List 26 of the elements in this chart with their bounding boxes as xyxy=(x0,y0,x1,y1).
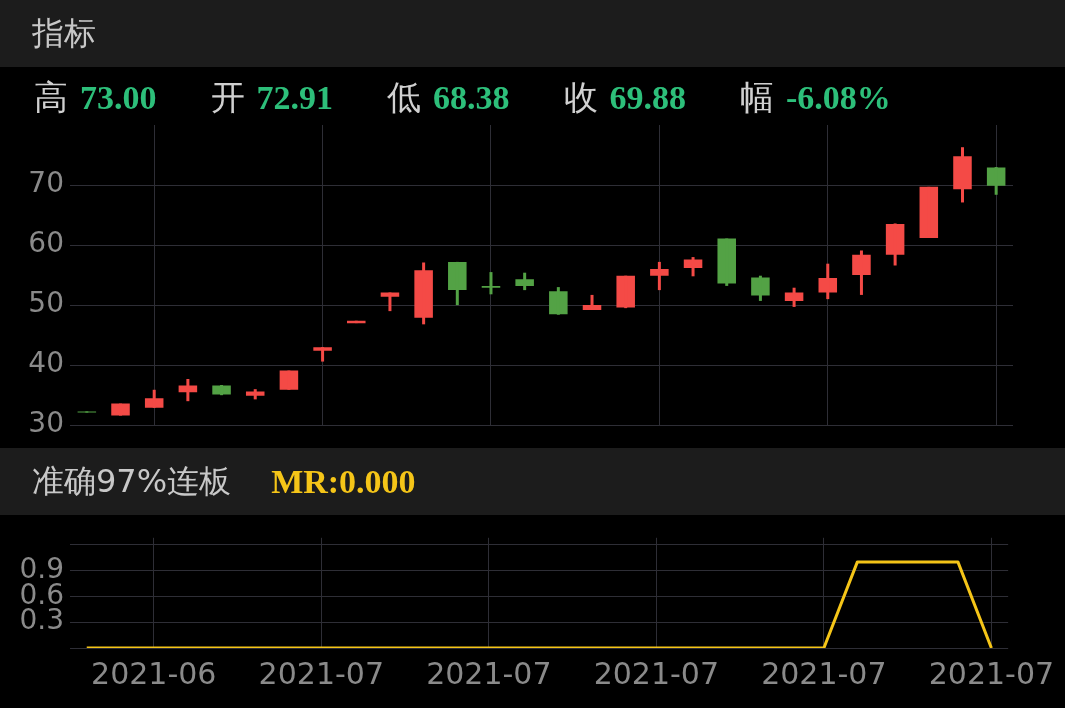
x-tick-label: 2021-07 xyxy=(593,655,720,691)
x-tick-label: 2021-06 xyxy=(91,655,217,691)
candlestick xyxy=(279,370,299,390)
candlestick xyxy=(650,260,669,292)
text: 收 69.88 xyxy=(563,77,686,117)
y-tick-label: 30 xyxy=(28,406,64,440)
y-tick-label: 50 xyxy=(28,286,64,320)
y-tick-label: 70 xyxy=(28,166,64,200)
x-tick-label: 2021-07 xyxy=(761,655,887,691)
candlestick xyxy=(481,272,501,295)
chart-title: 指标 xyxy=(32,12,96,54)
candlestick xyxy=(111,403,130,416)
x-tick-label: 2021-07 xyxy=(426,655,552,691)
text: 低 68.38 xyxy=(387,77,510,117)
candlestick xyxy=(313,347,332,362)
y-tick-label: 40 xyxy=(28,346,64,380)
candlestick xyxy=(515,272,534,292)
text: 高 73.00 xyxy=(34,77,157,117)
text: 幅 -6.08% xyxy=(740,77,891,117)
chart-title: 准确97%连板 xyxy=(32,460,232,502)
x-tick-label: 2021-07 xyxy=(928,655,1055,691)
x-tick-label: 2021-07 xyxy=(258,655,384,691)
candlestick xyxy=(919,185,939,238)
y-tick-label: 60 xyxy=(28,226,64,260)
text: 开 72.91 xyxy=(210,77,333,117)
text: MR:0.000 xyxy=(271,462,416,501)
